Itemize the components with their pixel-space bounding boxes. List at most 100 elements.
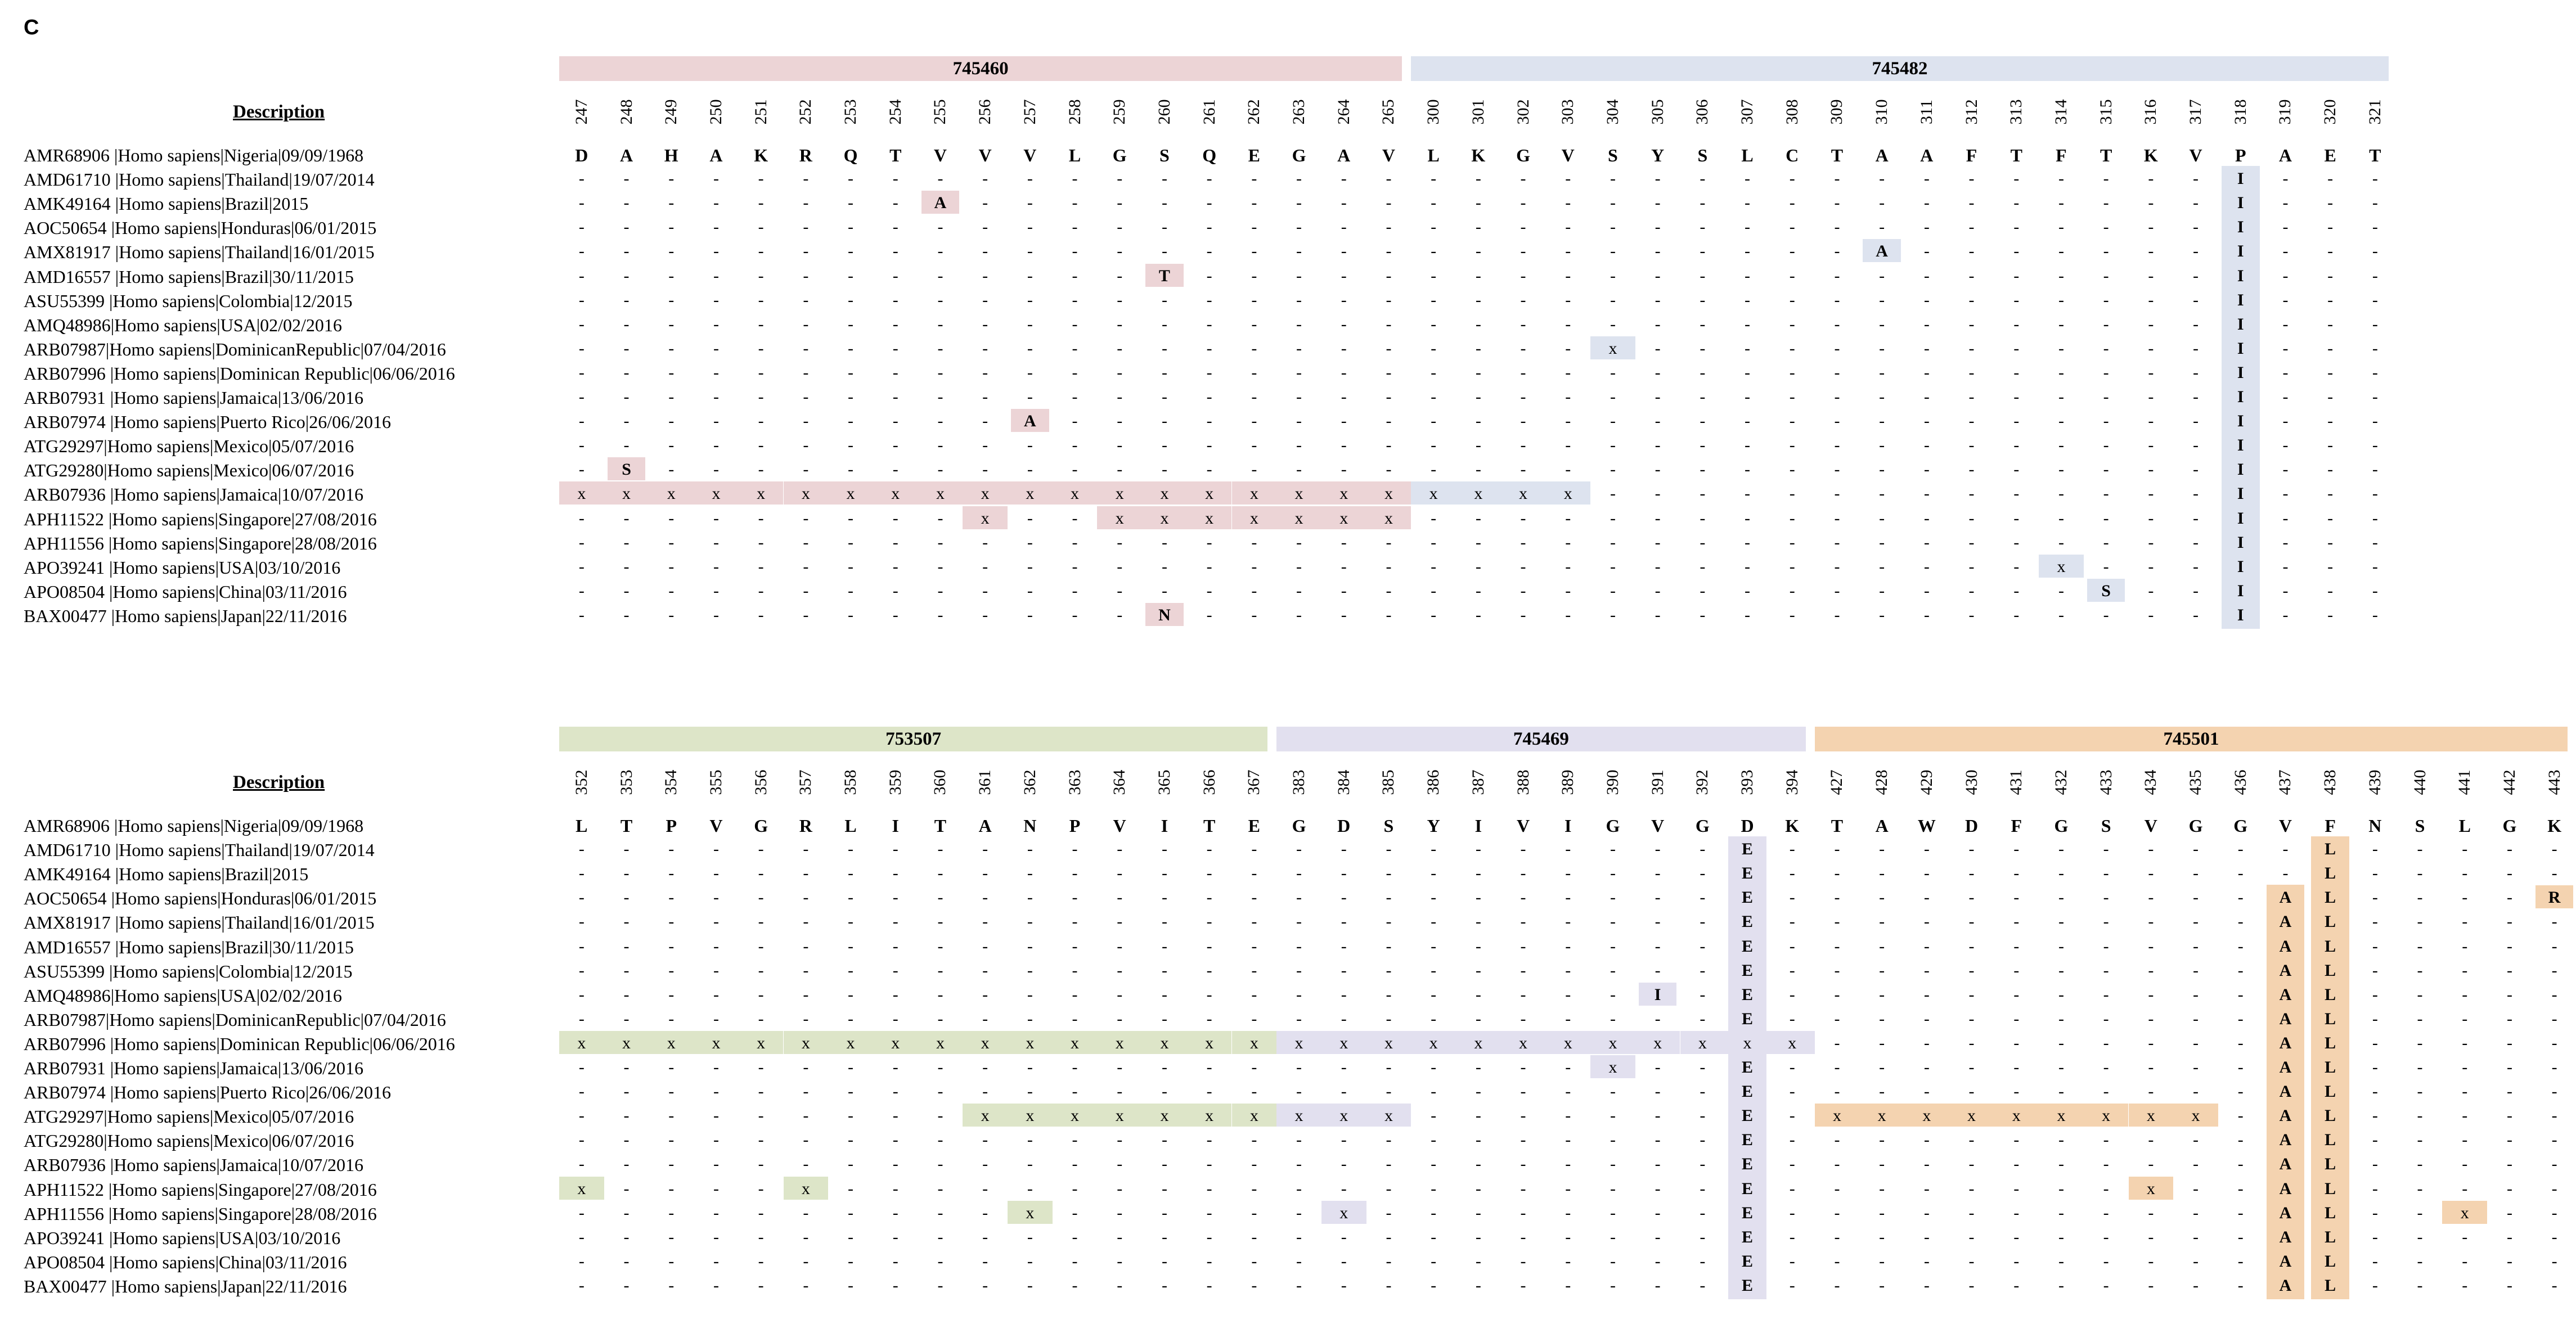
conserved-residue-dash: - bbox=[1206, 840, 1212, 859]
conserved-residue-dash: - bbox=[1565, 363, 1571, 382]
conserved-residue-dash: - bbox=[713, 912, 719, 931]
conserved-residue-dash: - bbox=[1968, 314, 1975, 334]
conserved-residue-dash: - bbox=[803, 936, 809, 956]
conserved-residue-dash: - bbox=[1655, 266, 1661, 285]
conserved-residue-dash: - bbox=[1968, 436, 1975, 455]
conserved-residue-dash: - bbox=[1341, 1276, 1347, 1295]
conserved-residue-dash: - bbox=[1834, 533, 1840, 552]
conserved-residue-dash: - bbox=[1431, 1155, 1437, 1174]
conserved-residue-dash: - bbox=[1700, 460, 1706, 479]
conserved-residue-dash: - bbox=[1161, 1251, 1167, 1271]
mutation-highlight bbox=[1366, 1030, 1411, 1054]
conserved-residue-dash: - bbox=[1879, 412, 1885, 431]
conserved-residue-dash: - bbox=[1923, 266, 1930, 285]
conserved-residue-dash: - bbox=[1655, 1179, 1661, 1198]
conserved-residue-dash: - bbox=[1610, 912, 1616, 931]
conserved-residue-dash: - bbox=[1700, 218, 1706, 237]
mutation-residue: x bbox=[1877, 1106, 1886, 1125]
conserved-residue-dash: - bbox=[2506, 1033, 2512, 1052]
conserved-residue-dash: - bbox=[1161, 242, 1167, 261]
conserved-residue-dash: - bbox=[1923, 864, 1930, 883]
position-label: 438 bbox=[2321, 769, 2340, 795]
conserved-residue-dash: - bbox=[668, 936, 675, 956]
mutation-highlight bbox=[1186, 481, 1232, 505]
position-label: 250 bbox=[706, 99, 725, 125]
conserved-residue-dash: - bbox=[848, 1155, 854, 1174]
mutation-residue: x bbox=[1519, 1033, 1528, 1052]
conserved-residue-dash: - bbox=[1879, 363, 1885, 382]
mutation-residue: x bbox=[1249, 1033, 1258, 1052]
conserved-residue-dash: - bbox=[2103, 218, 2109, 237]
conserved-residue-dash: - bbox=[1386, 961, 1392, 980]
conserved-residue-dash: - bbox=[1879, 1203, 1885, 1222]
reference-residue: A bbox=[1920, 145, 1934, 165]
conserved-residue-dash: - bbox=[1072, 290, 1078, 309]
conserved-residue-dash: - bbox=[2282, 218, 2289, 237]
conserved-residue-dash: - bbox=[713, 460, 719, 479]
conserved-residue-dash: - bbox=[1700, 1276, 1706, 1295]
mutation-highlight bbox=[1863, 239, 1901, 263]
conserved-residue-dash: - bbox=[2417, 864, 2423, 883]
conserved-residue-dash: - bbox=[1655, 605, 1661, 624]
conserved-residue-dash: - bbox=[578, 985, 585, 1004]
conserved-residue-dash: - bbox=[2193, 1203, 2199, 1222]
conserved-residue-dash: - bbox=[2327, 218, 2334, 237]
reference-residue: I bbox=[1565, 816, 1572, 836]
sequence-label: ASU55399 |Homo sapiens|Colombia|12/2015 bbox=[24, 961, 353, 981]
conserved-residue-dash: - bbox=[2462, 864, 2468, 883]
conserved-residue-dash: - bbox=[578, 936, 585, 956]
sequence-label: AMX81917 |Homo sapiens|Thailand|16/01/20… bbox=[24, 242, 375, 263]
conserved-residue-dash: - bbox=[982, 339, 988, 358]
conserved-residue-dash: - bbox=[892, 1106, 898, 1125]
reference-residue: A bbox=[1875, 816, 1889, 836]
conserved-residue-dash: - bbox=[1341, 1227, 1347, 1246]
conserved-residue-dash: - bbox=[803, 169, 809, 188]
position-label: 361 bbox=[975, 769, 995, 795]
conserved-residue-dash: - bbox=[1968, 388, 1975, 406]
conserved-residue-dash: - bbox=[758, 1155, 764, 1174]
conserved-residue-dash: - bbox=[1341, 1179, 1347, 1198]
conserved-residue-dash: - bbox=[1610, 242, 1616, 261]
conserved-residue-dash: - bbox=[2013, 339, 2020, 358]
conserved-residue-dash: - bbox=[1520, 363, 1526, 382]
conserved-residue-dash: - bbox=[2237, 864, 2244, 883]
conserved-residue-dash: - bbox=[1386, 936, 1392, 956]
position-label: 305 bbox=[1648, 99, 1667, 125]
conserved-residue-dash: - bbox=[713, 533, 719, 552]
sequence-label: AOC50654 |Homo sapiens|Honduras|06/01/20… bbox=[24, 888, 377, 909]
conserved-residue-dash: - bbox=[2417, 1082, 2423, 1101]
conserved-residue-dash: - bbox=[1117, 363, 1123, 382]
conserved-residue-dash: - bbox=[1341, 864, 1347, 883]
conserved-residue-dash: - bbox=[848, 460, 854, 479]
conserved-residue-dash: - bbox=[803, 412, 809, 431]
conserved-residue-dash: - bbox=[1296, 533, 1302, 552]
position-label: 254 bbox=[885, 99, 905, 125]
conserved-residue-dash: - bbox=[982, 460, 988, 479]
mutation-residue: L bbox=[2325, 1251, 2336, 1271]
conserved-residue-dash: - bbox=[2148, 266, 2154, 285]
conserved-residue-dash: - bbox=[982, 1227, 988, 1246]
conserved-residue-dash: - bbox=[2417, 1058, 2423, 1077]
conserved-residue-dash: - bbox=[1475, 339, 1481, 358]
conserved-residue-dash: - bbox=[1923, 314, 1930, 334]
conserved-residue-dash: - bbox=[1117, 1155, 1123, 1174]
conserved-residue-dash: - bbox=[1923, 1203, 1930, 1222]
mutation-highlight bbox=[2087, 578, 2125, 602]
conserved-residue-dash: - bbox=[1072, 388, 1078, 406]
conserved-residue-dash: - bbox=[1206, 936, 1212, 956]
conserved-residue-dash: - bbox=[1520, 533, 1526, 552]
conserved-residue-dash: - bbox=[2103, 436, 2109, 455]
conserved-residue-dash: - bbox=[1655, 339, 1661, 358]
position-label: 304 bbox=[1603, 99, 1622, 125]
mutation-residue: A bbox=[2279, 1227, 2292, 1246]
conserved-residue-dash: - bbox=[1520, 1251, 1526, 1271]
conserved-residue-dash: - bbox=[1341, 1155, 1347, 1174]
conserved-residue-dash: - bbox=[1386, 218, 1392, 237]
mutation-residue: I bbox=[2237, 339, 2244, 358]
description-header: Description bbox=[233, 102, 325, 122]
conserved-residue-dash: - bbox=[1431, 985, 1437, 1004]
mutation-residue: I bbox=[2237, 388, 2244, 406]
conserved-residue-dash: - bbox=[623, 985, 630, 1004]
sequence-label: APO08504 |Homo sapiens|China|03/11/2016 bbox=[24, 581, 347, 602]
mutation-residue: L bbox=[2325, 1082, 2336, 1101]
